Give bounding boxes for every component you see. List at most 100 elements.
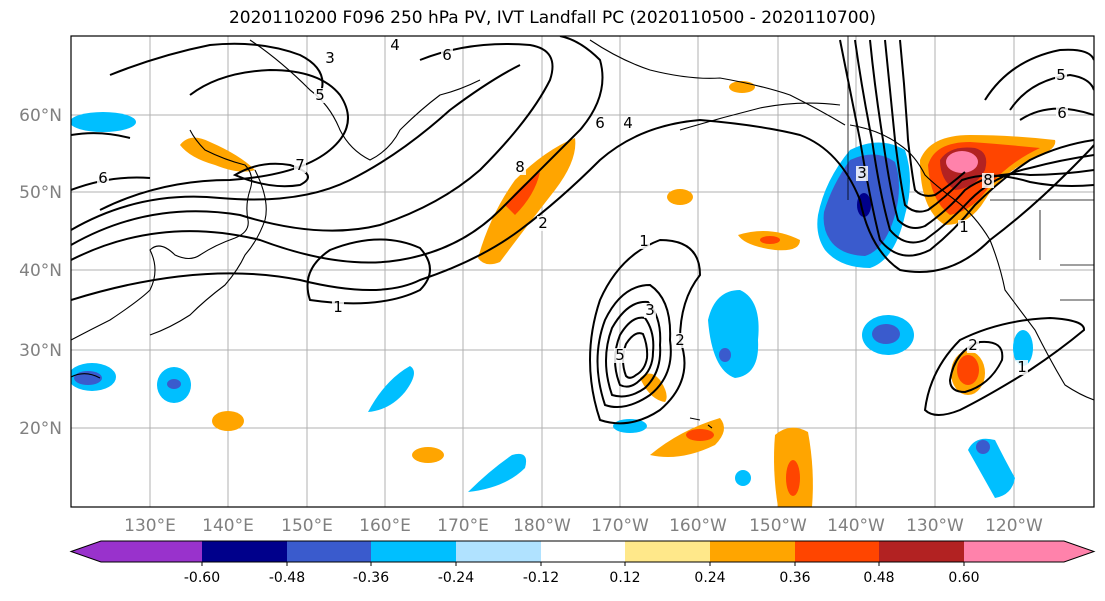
ne-contour [984,48,1094,101]
contour-label: 5 [315,86,325,104]
contour-label: 3 [857,164,867,182]
colorbar-tick-label: 0.36 [779,570,810,586]
pv-contour-7 [306,238,431,305]
negative-anomaly [968,438,1015,498]
positive-anomaly [946,151,978,173]
positive-anomaly [650,418,724,458]
contour-label: 6 [1057,104,1067,122]
lon-label: 160°E [359,516,411,536]
lon-label: 140°E [202,516,254,536]
colorbar-tick-label: 0.12 [609,570,640,586]
lat-label: 30°N [19,341,62,361]
positive-anomaly [729,81,755,93]
lon-label: 160°W [669,516,727,536]
trough-contour [869,39,1094,229]
cutoff-ring [622,332,649,379]
contour-label: 6 [442,46,452,64]
contour-label-bg [1016,360,1028,375]
contour-label: 2 [538,214,548,232]
contour-label-bg [614,348,626,363]
latitude-labels: 60°N 50°N 40°N 30°N 20°N [19,106,62,439]
positive-anomaly [412,447,444,463]
lat-label: 60°N [19,106,62,126]
contour-label: 2 [968,336,978,354]
japan-coast [149,169,267,336]
contour-label-bg [856,166,868,181]
contour-label: 4 [623,114,633,132]
negative-anomaly [735,470,751,486]
lon-label: 180°W [513,516,571,536]
contour-label: 1 [333,298,343,316]
colorbar-outline [69,540,1096,563]
colorbar-segment [879,541,964,562]
colorbar-extend-max [964,541,1094,562]
colorbar-tick-label: 0.24 [694,570,725,586]
lon-label: 170°E [437,516,489,536]
contour-label-bg [324,51,336,66]
colorbar-tick-label: -0.36 [353,570,389,586]
ne-contour [1019,107,1094,121]
colorbar-tick-label: -0.12 [523,570,559,586]
pv-contour-1 [71,118,1094,301]
ne-contour [1009,73,1094,111]
negative-anomaly [872,324,900,344]
contour-label-bg [674,333,686,348]
contour-label: 6 [595,114,605,132]
asia-coast [71,129,253,341]
colorbar-tick-label: -0.24 [438,570,474,586]
alaska-coast [589,39,846,126]
contour-label-bg [441,48,453,63]
positive-anomaly [786,460,800,496]
contour-label-bg [982,173,994,188]
colorbar-tick-label: 0.48 [863,570,894,586]
pv-contour-6 [109,42,324,96]
contour-label-bg [622,116,634,131]
contour-label: 1 [639,232,649,250]
hawaii [689,417,713,429]
contour-label: 7 [295,156,305,174]
contour-label: 8 [983,171,993,189]
cutoff-ring [596,283,672,408]
contour-label-bg [389,38,401,53]
positive-anomaly [760,236,780,244]
colorbar-tick-label: -0.60 [184,570,220,586]
contour-label-bg [294,158,306,173]
contour-label-bg [958,220,970,235]
positive-anomaly [640,373,667,402]
negative-anomaly [719,348,731,362]
contour-label: 2 [675,331,685,349]
contour-label: 8 [515,158,525,176]
colorbar-segment [625,541,710,562]
negative-anomaly [167,379,181,389]
pv-contour-2 [71,36,604,264]
pv-contour-9 [71,132,131,139]
cutoff-ring [614,316,655,388]
negative-anomaly [74,371,102,385]
contour-label-bg [514,160,526,175]
pv-contour-4 [71,64,521,231]
contour-label-bg [594,116,606,131]
negative-anomaly [71,112,136,132]
positive-anomaly [667,189,693,205]
cutoff-outer [589,238,702,425]
trough-contour [854,39,1094,244]
contour-label-bg [644,303,656,318]
colorbar: -0.60 -0.48 -0.36 -0.24 -0.12 0.12 0.24 0.36 0.4… [69,540,1096,586]
pv-contour-10 [232,162,309,188]
colorbar-segment [710,541,795,562]
contour-label: 6 [98,169,108,187]
contour-label: 3 [645,301,655,319]
pv-contours [71,36,1094,425]
contour-label: 5 [1056,66,1066,84]
lon-label: 130°E [124,516,176,536]
contour-label-bg [1056,106,1068,121]
lat-label: 40°N [19,261,62,281]
contour-label-bg [967,338,979,353]
lon-label: 140°W [827,516,885,536]
colorbar-extend-min [71,541,202,562]
taiwan [71,373,101,379]
colorbar-segment [202,541,287,562]
lon-label: 130°W [906,516,964,536]
